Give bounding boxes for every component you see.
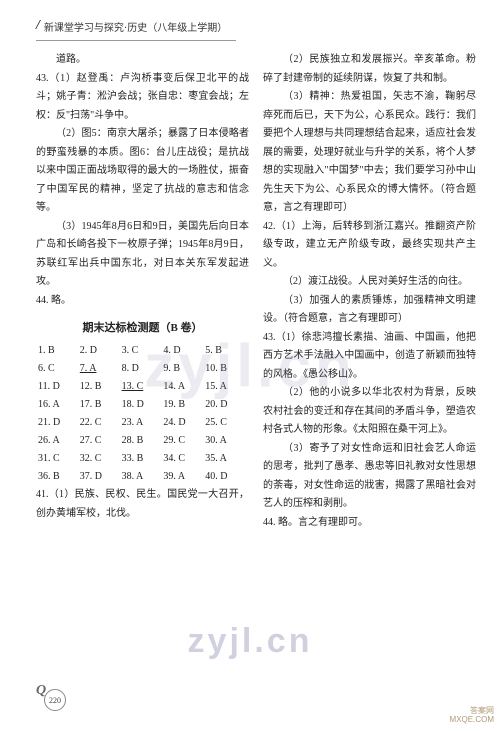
choice: 36. B: [38, 468, 80, 486]
choice: 3. C: [122, 342, 164, 360]
page: / 新课堂学习与探究·历史（八年级上学期） 道路。 43.（1）赵登禹：卢沟桥事…: [0, 0, 500, 731]
choice: 19. B: [163, 396, 205, 414]
choice: 33. B: [122, 450, 164, 468]
choice: 13. C: [122, 378, 164, 396]
choice-row: 1. B 2. D 3. C 4. D 5. B: [36, 342, 249, 360]
choice: 21. D: [38, 414, 80, 432]
text-block: （2）他的小说多以华北农村为背景，反映农村社会的变迁和存在其间的矛盾斗争，塑造农…: [263, 384, 476, 440]
choice: 4. D: [163, 342, 205, 360]
choice: 31. C: [38, 450, 80, 468]
page-number-circle: 220: [44, 689, 66, 711]
choice: 6. C: [38, 360, 80, 378]
choice: 25. C: [205, 414, 247, 432]
text-block: （3）1945年8月6日和9日，美国先后向日本广岛和长崎各投下一枚原子弹；194…: [36, 218, 249, 292]
header-title: 新课堂学习与探究·历史（八年级上学期）: [44, 19, 227, 34]
choice: 5. B: [205, 342, 247, 360]
text-block: （3）寄予了对女性命运和旧社会艺人命运的思考，批判了愚孝、愚忠等旧礼教对女性思想…: [263, 440, 476, 514]
text-block: （2）图5：南京大屠杀；暴露了日本侵略者的野蛮残暴的本质。图6：台儿庄战役；是抗…: [36, 125, 249, 218]
choice: 38. A: [122, 468, 164, 486]
choice: 32. C: [80, 450, 122, 468]
text-line: 44. 略。: [36, 292, 249, 311]
choice-row: 26. A 27. C 28. B 29. C 30. A: [36, 432, 249, 450]
choice: 35. A: [205, 450, 247, 468]
watermark-bottom: zyjl.cn: [188, 622, 313, 661]
right-column: （2）民族独立和发展振兴。辛亥革命。粉碎了封建帝制的延续阴谋，恢复了共和制。 （…: [263, 51, 476, 532]
choice: 7. A: [80, 360, 122, 378]
choice: 37. D: [80, 468, 122, 486]
choice: 9. B: [163, 360, 205, 378]
choice: 16. A: [38, 396, 80, 414]
choice-row: 6. C 7. A 8. D 9. B 10. B: [36, 360, 249, 378]
text-line: 44. 略。言之有理即可。: [263, 514, 476, 533]
page-header: / 新课堂学习与探究·历史（八年级上学期）: [36, 18, 476, 34]
choice: 30. A: [205, 432, 247, 450]
text-block: （2）渡江战役。人民对美好生活的向往。: [263, 273, 476, 292]
choice: 20. D: [205, 396, 247, 414]
choice-row: 11. D 12. B 13. C 14. A 15. A: [36, 378, 249, 396]
page-number: Q 220: [44, 689, 66, 711]
content-columns: 道路。 43.（1）赵登禹：卢沟桥事变后保卫北平的战斗；姚子青：淞沪会战；张自忠…: [36, 51, 476, 532]
choice: 22. C: [80, 414, 122, 432]
text-block: 42.（1）上海，后转移到浙江嘉兴。推翻资产阶级专政，建立无产阶级专政，最终实现…: [263, 218, 476, 274]
choice: 27. C: [80, 432, 122, 450]
choice: 1. B: [38, 342, 80, 360]
choice-row: 36. B 37. D 38. A 39. A 40. D: [36, 468, 249, 486]
choice: 12. B: [80, 378, 122, 396]
text-line: 道路。: [36, 51, 249, 70]
text-block: 43.（1）徐悲鸿擅长素描、油画、中国画，他把西方艺术手法融入中国画中，创造了新…: [263, 329, 476, 385]
choice-row: 21. D 22. C 23. A 24. D 25. C: [36, 414, 249, 432]
section-title: 期末达标检测题（B 卷）: [36, 318, 249, 338]
choice-row: 16. A 17. B 18. D 19. B 20. D: [36, 396, 249, 414]
choice: 2. D: [80, 342, 122, 360]
choice: 8. D: [122, 360, 164, 378]
text-block: 43.（1）赵登禹：卢沟桥事变后保卫北平的战斗；姚子青：淞沪会战；张自忠：枣宜会…: [36, 70, 249, 126]
choice: 28. B: [122, 432, 164, 450]
choice: 11. D: [38, 378, 80, 396]
choice: 29. C: [163, 432, 205, 450]
text-block: （3）加强人的素质锤炼，加强精神文明建设。（符合题意，言之有理即可）: [263, 292, 476, 329]
choice-row: 31. C 32. C 33. B 34. C 35. A: [36, 450, 249, 468]
text-block: （3）精神：热爱祖国，矢志不渝，鞠躬尽瘁死而后已，天下为公，心系民众。践行：我们…: [263, 88, 476, 218]
choice: 15. A: [205, 378, 247, 396]
text-block: （2）民族独立和发展振兴。辛亥革命。粉碎了封建帝制的延续阴谋，恢复了共和制。: [263, 51, 476, 88]
choice: 26. A: [38, 432, 80, 450]
choice: 18. D: [122, 396, 164, 414]
corner-logo: 答案网 MXQE.COM: [450, 707, 494, 725]
header-slash: /: [36, 18, 40, 34]
choice: 10. B: [205, 360, 247, 378]
choice: 40. D: [205, 468, 247, 486]
text-block: 41.（1）民族、民权、民生。国民党一大召开，创办黄埔军校，北伐。: [36, 486, 249, 523]
header-divider: [36, 40, 236, 41]
corner-line2: MXQE.COM: [450, 716, 494, 725]
left-column: 道路。 43.（1）赵登禹：卢沟桥事变后保卫北平的战斗；姚子青：淞沪会战；张自忠…: [36, 51, 249, 532]
choice: 39. A: [163, 468, 205, 486]
choice: 34. C: [163, 450, 205, 468]
choice: 14. A: [163, 378, 205, 396]
choice: 23. A: [122, 414, 164, 432]
choice: 17. B: [80, 396, 122, 414]
choice: 24. D: [163, 414, 205, 432]
